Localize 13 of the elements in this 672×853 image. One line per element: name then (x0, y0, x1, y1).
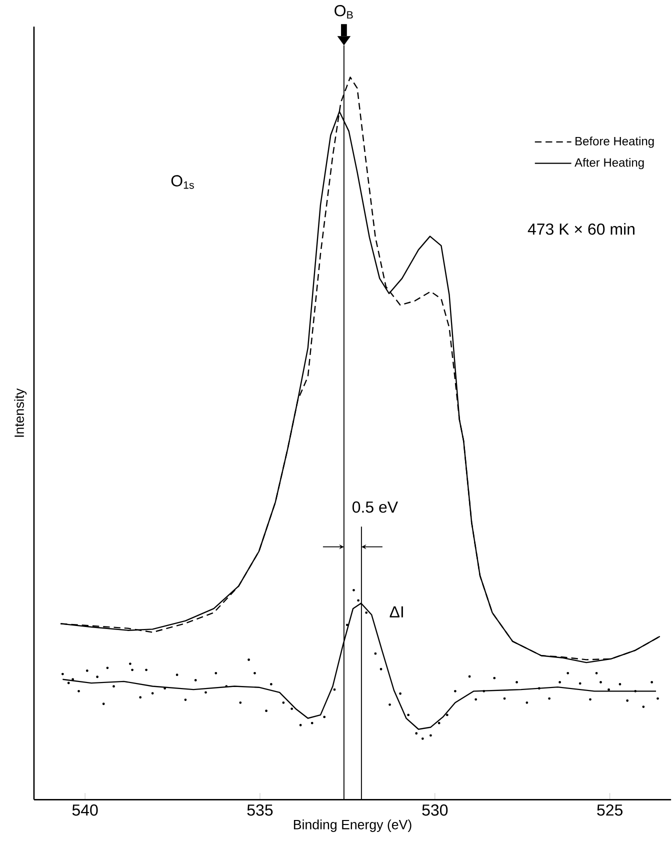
y-axis-title: Intensity (14, 388, 27, 437)
x-tick-label: 530 (422, 804, 448, 816)
legend-label: Before Heating (576, 136, 654, 148)
x-tick-label: 540 (72, 804, 98, 816)
ref-line-label: O$_{B}$ (334, 4, 353, 19)
x-axis-title: Binding Energy (eV) (294, 820, 412, 832)
annotation: ΔI (390, 606, 404, 618)
legend-label: After Heating (574, 158, 644, 170)
annotation: 473 K × 60 min (528, 223, 635, 235)
x-tick-label: 535 (247, 804, 273, 816)
annotation: 0.5 eV (352, 501, 398, 513)
x-tick-label: 525 (597, 804, 623, 816)
annotation: O$_{1s}$ (172, 175, 194, 189)
